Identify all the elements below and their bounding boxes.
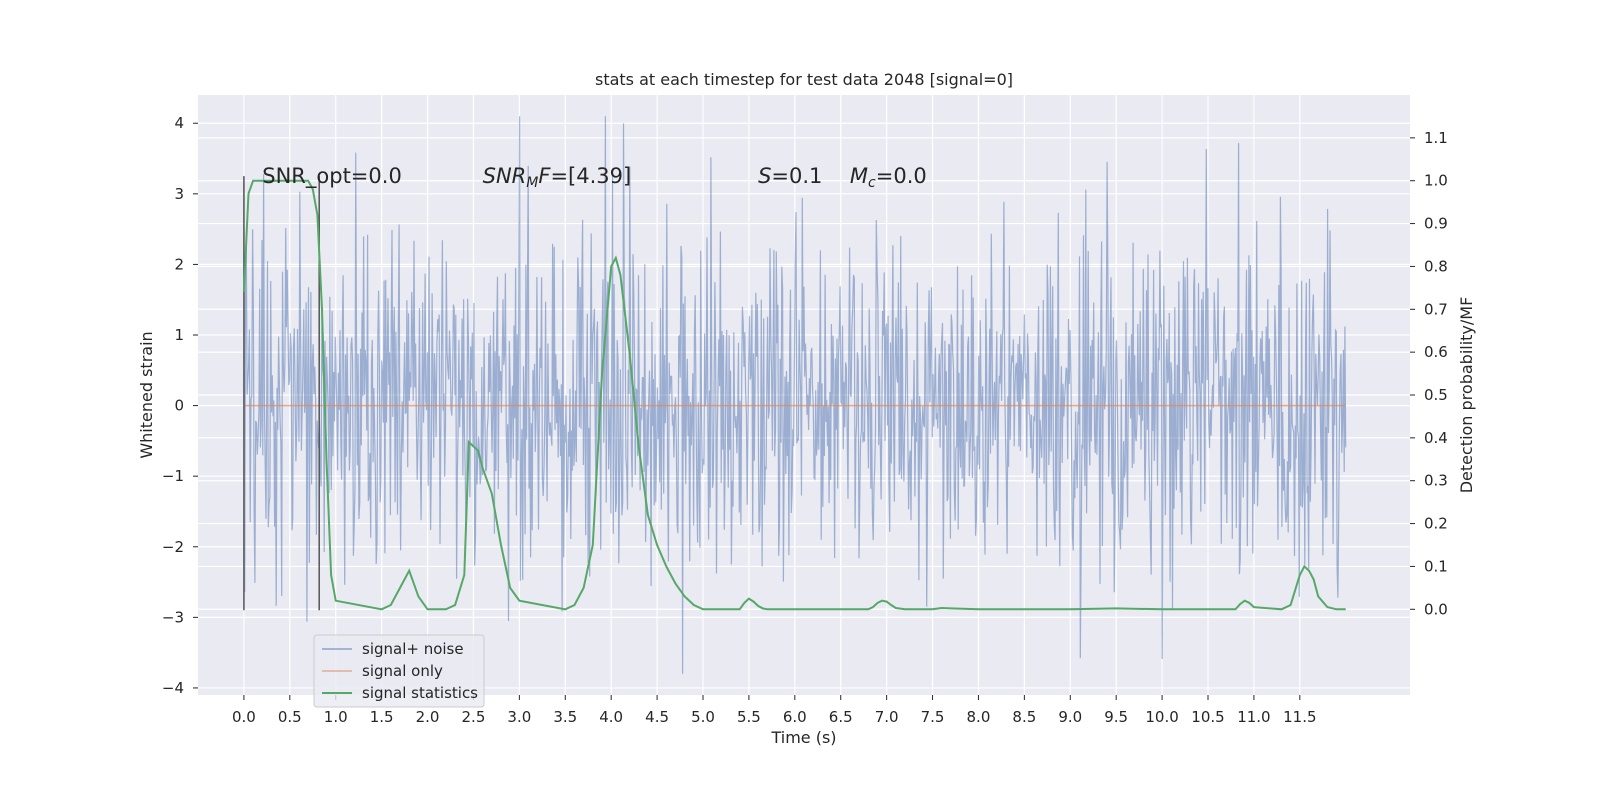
y2-tick-label: 0.2 (1424, 515, 1448, 533)
x-axis-ticks: 0.0 0.5 1.0 1.5 2.0 2.5 3.0 3.5 4.0 4.5 5.0 5.5 6.0 6… (232, 695, 1317, 726)
y-axis-ticks: 4 3 2 1 0 −1 −2 −3 −4 (162, 114, 198, 697)
chart-title: stats at each timestep for test data 204… (595, 70, 1013, 89)
y2-axis-label: Detection probability/MF (1457, 297, 1476, 494)
annotation-snr-opt: SNR_opt=0.0 (262, 164, 402, 189)
y2-tick-label: 0.6 (1424, 343, 1448, 361)
series-signal-statistics (242, 179, 1346, 611)
y-tick-label: −2 (162, 538, 184, 556)
y2-tick-label: 1.0 (1424, 172, 1448, 190)
annotation-s: S=0.1 (758, 164, 822, 188)
y2-tick-label: 0.3 (1424, 472, 1448, 490)
legend-box (313, 634, 485, 708)
x-tick-label: 10.5 (1191, 708, 1224, 726)
legend-label: signal only (362, 662, 443, 680)
legend-label: signal+ noise (362, 640, 464, 658)
y-tick-label: 0 (174, 397, 184, 415)
y2-tick-label: 0.9 (1424, 215, 1448, 233)
y-tick-label: −3 (162, 608, 184, 626)
y2-tick-label: 0.7 (1424, 300, 1448, 318)
x-tick-label: 9.0 (1058, 708, 1082, 726)
x-tick-label: 5.5 (737, 708, 761, 726)
y2-tick-label: 0.5 (1424, 386, 1448, 404)
x-tick-label: 0.5 (278, 708, 302, 726)
legend-label: signal statistics (362, 684, 478, 702)
x-tick-label: 5.0 (691, 708, 715, 726)
x-tick-label: 7.0 (875, 708, 899, 726)
x-tick-label: 10.0 (1145, 708, 1178, 726)
plot-area (242, 116, 1347, 674)
annotation-mc: Mc=0.0 (850, 164, 927, 191)
y-tick-label: −4 (162, 679, 184, 697)
legend: signal+ noise signal only signal statistic… (313, 634, 485, 708)
x-tick-label: 7.5 (921, 708, 945, 726)
y2-axis-ticks: 1.1 1.0 0.9 0.8 0.7 0.6 0.5 0.4 0.3 0.2 0.1 0.0 (1410, 129, 1448, 618)
y-tick-label: 2 (174, 255, 184, 273)
y2-tick-label: 1.1 (1424, 129, 1448, 147)
x-tick-label: 8.0 (967, 708, 991, 726)
x-tick-label: 8.5 (1012, 708, 1036, 726)
series-signal-plus-noise (243, 116, 1347, 674)
x-tick-label: 11.0 (1237, 708, 1270, 726)
x-tick-label: 9.5 (1104, 708, 1128, 726)
x-tick-label: 11.5 (1283, 708, 1316, 726)
y-tick-label: 4 (174, 114, 184, 132)
x-tick-label: 2.0 (416, 708, 440, 726)
x-tick-label: 0.0 (232, 708, 256, 726)
x-tick-label: 3.0 (507, 708, 531, 726)
y-tick-label: 3 (174, 185, 184, 203)
x-tick-label: 1.5 (370, 708, 394, 726)
x-axis-label: Time (s) (770, 728, 836, 747)
x-tick-label: 3.5 (553, 708, 577, 726)
y2-tick-label: 0.1 (1424, 557, 1448, 575)
y2-tick-label: 0.0 (1424, 600, 1448, 618)
x-tick-label: 4.5 (645, 708, 669, 726)
x-tick-label: 6.0 (783, 708, 807, 726)
annotation-snr-mf: SNRMF=[4.39] (483, 164, 632, 191)
y-axis-label: Whitened strain (137, 331, 156, 458)
y2-tick-label: 0.4 (1424, 429, 1448, 447)
x-tick-label: 2.5 (462, 708, 486, 726)
x-tick-label: 4.0 (599, 708, 623, 726)
x-tick-label: 6.5 (829, 708, 853, 726)
y-tick-label: 1 (174, 326, 184, 344)
y2-tick-label: 0.8 (1424, 257, 1448, 275)
y-tick-label: −1 (162, 467, 184, 485)
x-tick-label: 1.0 (324, 708, 348, 726)
